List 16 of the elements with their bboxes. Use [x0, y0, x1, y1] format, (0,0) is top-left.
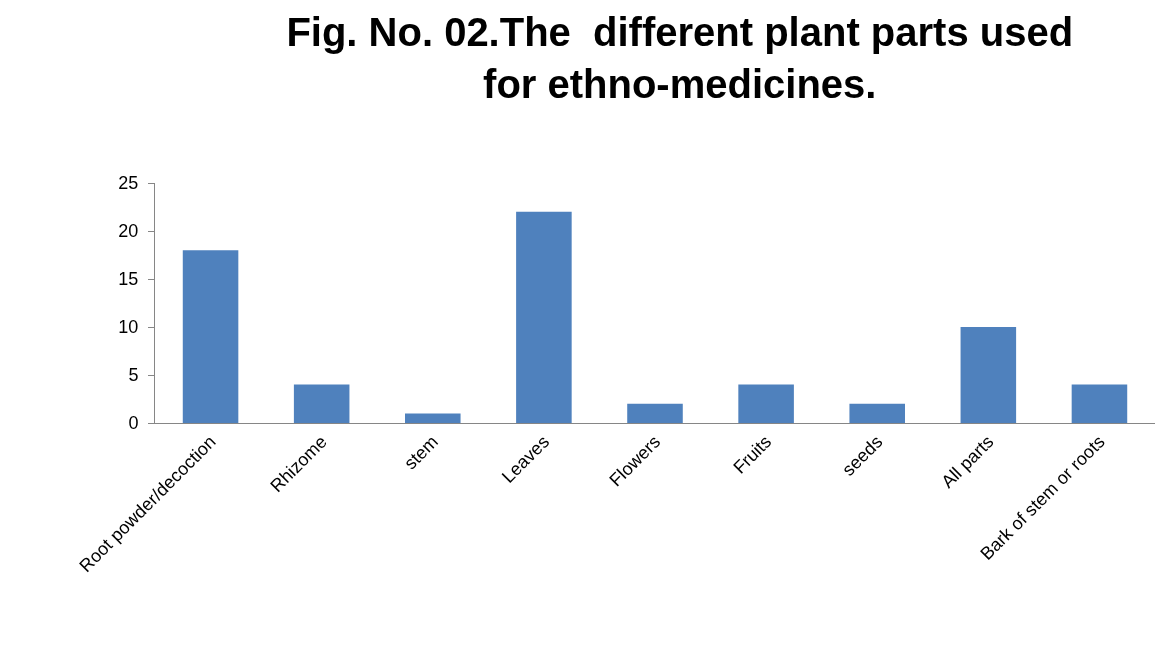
y-tick-label: 0: [128, 413, 139, 434]
bar: [405, 413, 461, 423]
bar: [960, 327, 1017, 423]
bar: [516, 211, 572, 423]
y-tick-label: 10: [118, 317, 139, 338]
y-tick-label: 20: [118, 221, 139, 242]
bar: [738, 384, 794, 423]
bar: [627, 403, 683, 423]
bar: [1071, 384, 1128, 423]
y-tick-label: 5: [128, 365, 139, 386]
bar: [182, 250, 239, 423]
bar: [849, 403, 905, 423]
y-tick-label: 25: [118, 173, 139, 194]
chart-title: Fig. No. 02.The different plant parts used for ethno-medicines.: [286, 9, 1074, 106]
bar: [293, 384, 350, 423]
y-tick-label: 15: [118, 269, 139, 290]
